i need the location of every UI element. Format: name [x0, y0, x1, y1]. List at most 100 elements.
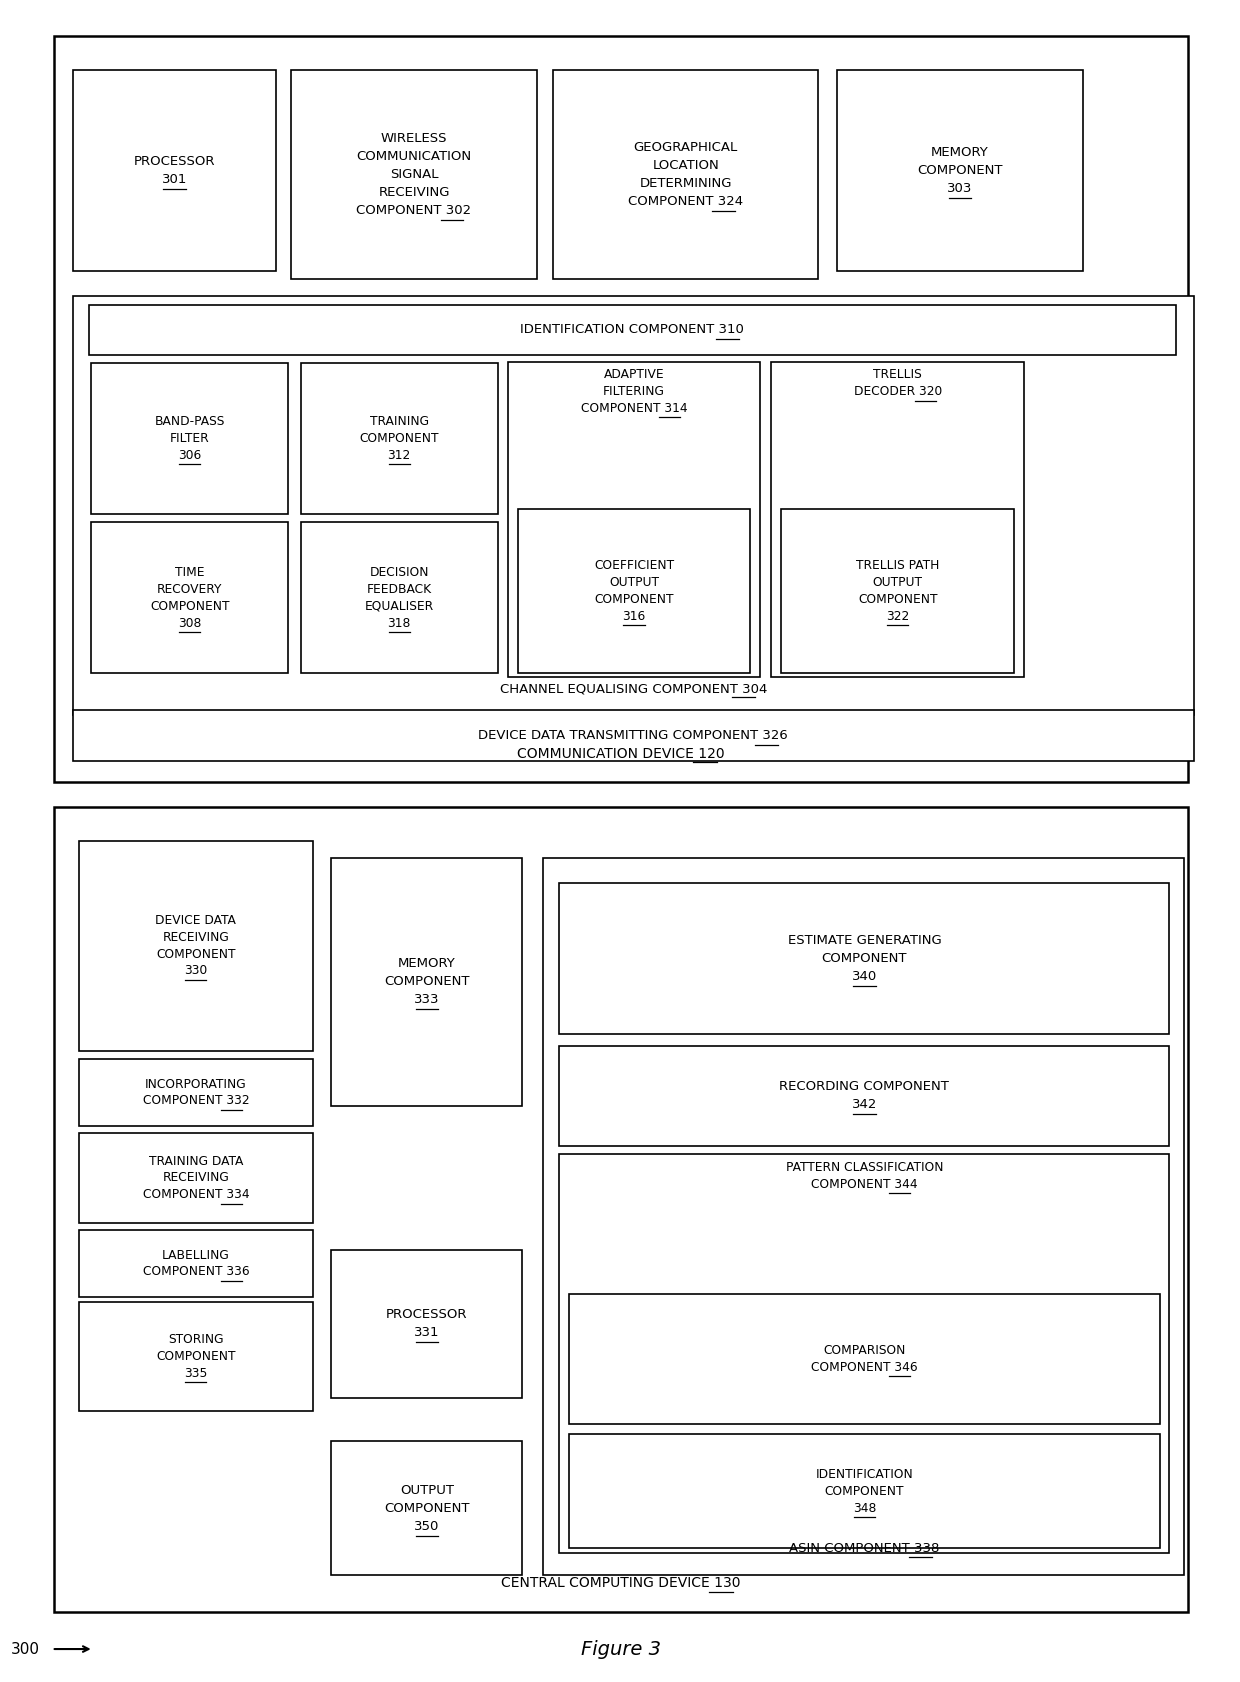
Bar — [559, 1046, 1169, 1145]
Text: RECEIVING: RECEIVING — [378, 187, 450, 198]
Bar — [300, 523, 497, 673]
Text: FILTER: FILTER — [170, 432, 210, 446]
Bar — [79, 1230, 312, 1297]
Text: COMPONENT 336: COMPONENT 336 — [143, 1265, 249, 1278]
Bar — [300, 363, 497, 515]
Text: SIGNAL: SIGNAL — [389, 168, 438, 182]
Bar — [290, 71, 537, 279]
Text: GEOGRAPHICAL: GEOGRAPHICAL — [634, 141, 738, 153]
Bar — [73, 71, 277, 271]
Text: TRAINING DATA: TRAINING DATA — [149, 1154, 243, 1167]
Bar — [79, 1302, 312, 1411]
Text: 331: 331 — [414, 1327, 440, 1339]
Text: FEEDBACK: FEEDBACK — [367, 584, 432, 595]
Text: COMPONENT: COMPONENT — [384, 1502, 470, 1515]
Bar — [79, 1060, 312, 1125]
Bar — [559, 1154, 1169, 1554]
Text: DEVICE DATA TRANSMITTING COMPONENT 326: DEVICE DATA TRANSMITTING COMPONENT 326 — [479, 728, 789, 742]
Text: 350: 350 — [414, 1521, 440, 1532]
Text: 308: 308 — [179, 617, 201, 629]
Text: RECORDING COMPONENT: RECORDING COMPONENT — [780, 1080, 950, 1093]
Text: COEFFICIENT: COEFFICIENT — [594, 560, 675, 572]
Bar — [79, 1132, 312, 1223]
Text: COMPONENT 346: COMPONENT 346 — [811, 1361, 918, 1374]
Bar — [73, 296, 1194, 715]
Text: PROCESSOR: PROCESSOR — [134, 155, 215, 168]
Text: BAND-PASS: BAND-PASS — [155, 415, 224, 429]
Text: COMPONENT 302: COMPONENT 302 — [356, 205, 471, 217]
Text: CENTRAL COMPUTING DEVICE 130: CENTRAL COMPUTING DEVICE 130 — [501, 1576, 740, 1591]
Text: COMPONENT: COMPONENT — [150, 600, 229, 612]
Text: COMMUNICATION: COMMUNICATION — [356, 150, 471, 163]
Text: OUTPUT: OUTPUT — [609, 577, 658, 589]
Bar — [517, 510, 750, 673]
Text: 335: 335 — [185, 1367, 207, 1379]
Text: DECODER 320: DECODER 320 — [853, 385, 942, 399]
Bar — [781, 510, 1014, 673]
Bar — [553, 71, 818, 279]
Text: COMPONENT: COMPONENT — [822, 952, 908, 965]
Text: COMPONENT: COMPONENT — [384, 976, 470, 989]
Text: TRELLIS PATH: TRELLIS PATH — [856, 560, 940, 572]
Bar — [569, 1293, 1159, 1425]
Text: ESTIMATE GENERATING: ESTIMATE GENERATING — [787, 934, 941, 947]
Text: IDENTIFICATION COMPONENT 310: IDENTIFICATION COMPONENT 310 — [521, 323, 744, 336]
Bar — [79, 841, 312, 1051]
Text: COMPONENT 324: COMPONENT 324 — [629, 195, 743, 209]
Text: COMPONENT: COMPONENT — [918, 163, 1003, 177]
Text: FILTERING: FILTERING — [603, 385, 665, 399]
Bar — [771, 362, 1024, 676]
Text: WIRELESS: WIRELESS — [381, 131, 448, 145]
Bar — [569, 1435, 1159, 1549]
Text: PATTERN CLASSIFICATION: PATTERN CLASSIFICATION — [786, 1162, 944, 1174]
Text: MEMORY: MEMORY — [398, 957, 456, 971]
Text: 342: 342 — [852, 1098, 877, 1112]
Bar — [331, 858, 522, 1105]
Text: 348: 348 — [853, 1502, 877, 1515]
Bar — [837, 71, 1084, 271]
Text: ADAPTIVE: ADAPTIVE — [604, 368, 665, 382]
Text: 330: 330 — [185, 964, 207, 977]
Text: INCORPORATING: INCORPORATING — [145, 1078, 247, 1090]
Text: COMPONENT: COMPONENT — [156, 1351, 236, 1362]
Text: DEVICE DATA: DEVICE DATA — [155, 913, 237, 927]
Text: STORING: STORING — [169, 1334, 223, 1346]
Text: COMPONENT: COMPONENT — [858, 594, 937, 606]
Text: OUTPUT: OUTPUT — [401, 1484, 454, 1497]
Text: RECEIVING: RECEIVING — [162, 1171, 229, 1184]
Text: COMMUNICATION DEVICE 120: COMMUNICATION DEVICE 120 — [517, 747, 725, 760]
Text: DETERMINING: DETERMINING — [640, 177, 732, 190]
Bar — [55, 807, 1188, 1611]
Text: 312: 312 — [388, 449, 410, 463]
Text: 318: 318 — [388, 617, 410, 629]
Text: 322: 322 — [887, 611, 909, 622]
Text: CHANNEL EQUALISING COMPONENT 304: CHANNEL EQUALISING COMPONENT 304 — [500, 683, 768, 695]
Bar — [331, 1441, 522, 1576]
Bar — [331, 1250, 522, 1398]
Text: 300: 300 — [10, 1642, 40, 1657]
Bar — [507, 362, 760, 676]
Text: COMPONENT: COMPONENT — [156, 947, 236, 960]
Bar — [559, 883, 1169, 1034]
Text: 301: 301 — [161, 173, 187, 187]
Text: PROCESSOR: PROCESSOR — [386, 1309, 467, 1322]
Text: EQUALISER: EQUALISER — [365, 600, 434, 612]
Bar — [89, 304, 1176, 355]
Text: COMPONENT 334: COMPONENT 334 — [143, 1187, 249, 1201]
Text: 333: 333 — [414, 994, 440, 1006]
Text: RECEIVING: RECEIVING — [162, 930, 229, 944]
Text: TRAINING: TRAINING — [370, 415, 429, 429]
Text: IDENTIFICATION: IDENTIFICATION — [816, 1468, 914, 1482]
Bar — [73, 710, 1194, 760]
Text: COMPONENT 344: COMPONENT 344 — [811, 1179, 918, 1191]
Text: RECOVERY: RECOVERY — [157, 584, 222, 595]
Text: COMPONENT: COMPONENT — [825, 1485, 904, 1499]
Text: MEMORY: MEMORY — [931, 146, 988, 158]
Text: TIME: TIME — [175, 567, 205, 579]
Text: 306: 306 — [179, 449, 201, 463]
Text: COMPONENT 332: COMPONENT 332 — [143, 1095, 249, 1107]
Bar — [91, 363, 289, 515]
Text: COMPARISON: COMPARISON — [823, 1344, 905, 1357]
Text: LABELLING: LABELLING — [162, 1248, 229, 1262]
Bar — [55, 37, 1188, 782]
